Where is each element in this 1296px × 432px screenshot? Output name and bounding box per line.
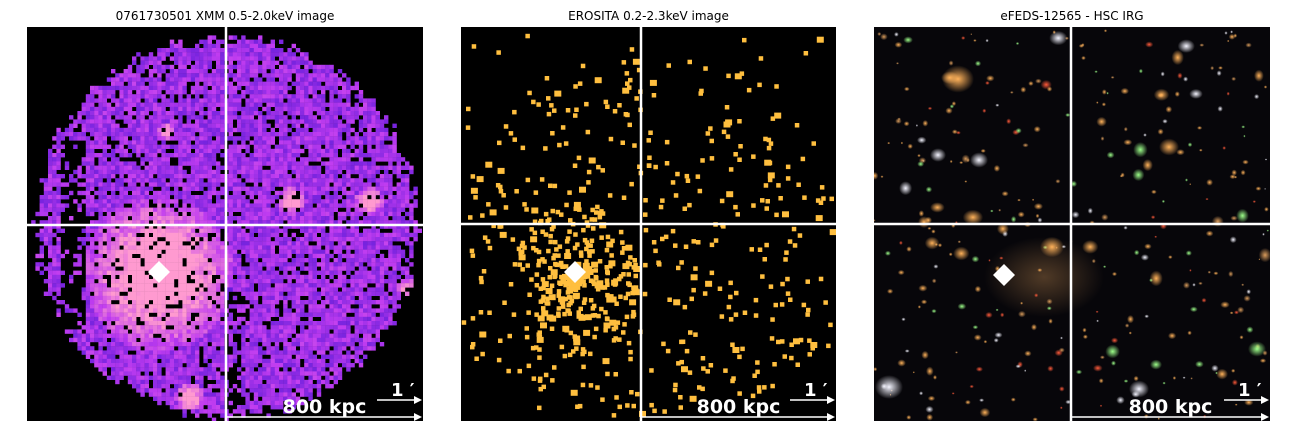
panel-title-erosita: EROSITA 0.2-2.3keV image: [568, 9, 729, 23]
panel-title-xmm: 0761730501 XMM 0.5-2.0keV image: [115, 9, 335, 23]
cluster-center-diamond-icon: [993, 264, 1015, 286]
erosita-image: 1 ′ 800 kpc: [461, 27, 836, 421]
xmm-pixel-grid: [31, 35, 422, 421]
arrow-head-icon: [827, 413, 835, 421]
arrow-head-icon: [827, 396, 835, 404]
cluster-center-diamond-icon: [148, 261, 170, 283]
arrow-head-icon: [414, 413, 422, 421]
angular-scale-label: 1 ′: [804, 380, 828, 401]
erosita-photon-pixels: [461, 33, 836, 418]
angular-scale-label: 1 ′: [1238, 380, 1262, 401]
xmm-image-panel: 1 ′ 800 kpc: [27, 27, 423, 421]
hsc-sources: [874, 29, 1270, 421]
distance-scale-label: 800 kpc: [1129, 396, 1213, 418]
arrow-head-icon: [414, 396, 422, 404]
arrow-head-icon: [1261, 396, 1269, 404]
distance-scale-label: 800 kpc: [283, 396, 367, 418]
xmm-image: 1 ′ 800 kpc: [27, 27, 423, 421]
cluster-center-diamond-icon: [564, 261, 586, 283]
arrow-head-icon: [1261, 413, 1269, 421]
distance-scale-label: 800 kpc: [697, 396, 781, 418]
panel-title-hsc: eFEDS-12565 - HSC IRG: [1000, 9, 1144, 23]
hsc-image-panel: 1 ′ 800 kpc: [874, 27, 1270, 421]
erosita-image-panel: 1 ′ 800 kpc: [461, 27, 836, 421]
hsc-image: 1 ′ 800 kpc: [874, 27, 1270, 421]
angular-scale-label: 1 ′: [391, 380, 415, 401]
